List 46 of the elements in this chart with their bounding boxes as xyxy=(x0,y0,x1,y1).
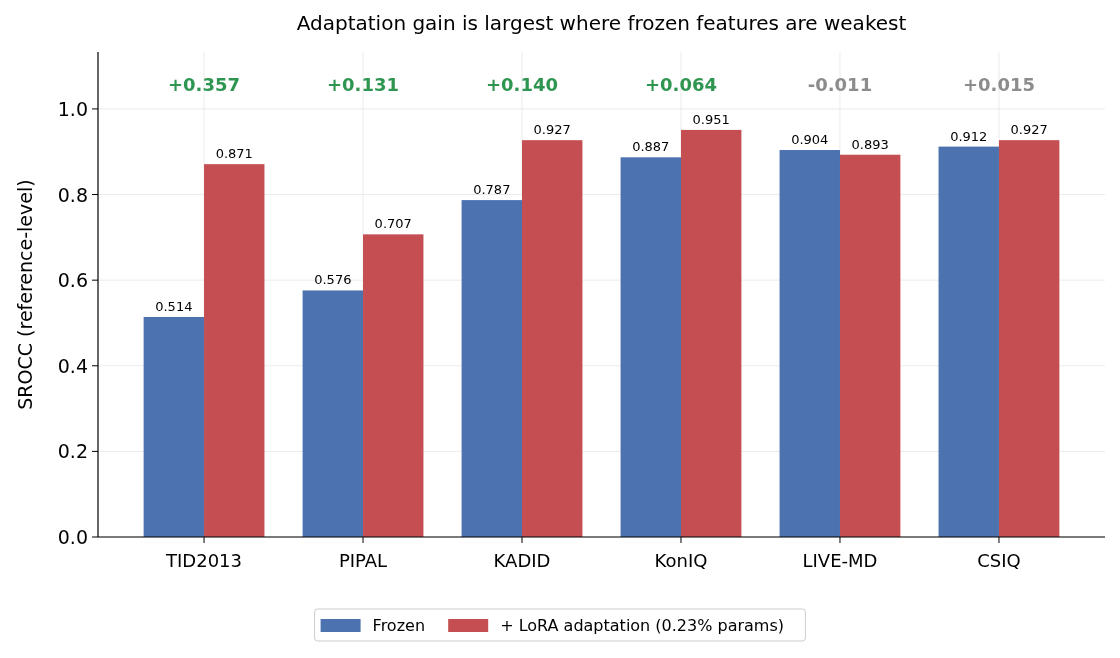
y-tick-label: 0.6 xyxy=(57,269,88,292)
data-label: 0.912 xyxy=(950,128,988,144)
annotation: +0.015 xyxy=(962,74,1035,95)
data-label: 0.904 xyxy=(791,132,829,148)
bar xyxy=(620,157,681,537)
data-label: 0.927 xyxy=(533,122,571,138)
legend-label: Frozen xyxy=(372,616,426,635)
bar xyxy=(204,164,265,537)
bar xyxy=(680,129,742,537)
annotation: +0.064 xyxy=(644,74,718,95)
x-tick-label: KADID xyxy=(493,550,551,571)
annotation: -0.011 xyxy=(807,74,873,95)
x-tick-label: KonIQ xyxy=(654,550,708,571)
bar xyxy=(522,140,583,537)
legend-label: + LoRA adaptation (0.23% params) xyxy=(500,616,785,635)
y-axis-title: SROCC (reference-level) xyxy=(14,179,36,410)
bar xyxy=(461,200,523,537)
y-tick-label: 0.2 xyxy=(57,440,88,463)
annotation: +0.131 xyxy=(327,74,400,95)
data-label: 0.927 xyxy=(1010,122,1048,138)
bar xyxy=(938,146,999,537)
data-label: 0.951 xyxy=(692,111,730,127)
bar xyxy=(363,234,424,537)
data-label: 0.787 xyxy=(473,182,511,198)
data-label: 0.707 xyxy=(374,216,412,232)
bar xyxy=(143,316,205,537)
x-tick-label: PIPAL xyxy=(338,550,388,571)
data-label: 0.576 xyxy=(314,272,352,288)
annotation: +0.357 xyxy=(168,74,241,95)
y-tick-label: 0.4 xyxy=(57,354,88,377)
y-tick-label: 0.0 xyxy=(57,526,88,548)
x-tick-label: LIVE-MD xyxy=(802,550,878,571)
data-label: 0.871 xyxy=(215,146,253,162)
annotation: +0.140 xyxy=(485,74,559,95)
bar xyxy=(998,140,1060,537)
y-tick-label: 1.0 xyxy=(57,97,88,120)
chart-title: Adaptation gain is largest where frozen features are weakest xyxy=(296,11,907,35)
data-label: 0.514 xyxy=(155,298,193,314)
data-label: 0.887 xyxy=(632,139,670,155)
x-tick-label: CSIQ xyxy=(977,550,1021,571)
bar xyxy=(302,290,364,537)
bar xyxy=(779,150,840,537)
bar xyxy=(839,154,901,537)
data-label: 0.893 xyxy=(851,136,889,152)
y-tick-label: 0.8 xyxy=(57,183,88,206)
x-tick-label: TID2013 xyxy=(165,550,243,571)
